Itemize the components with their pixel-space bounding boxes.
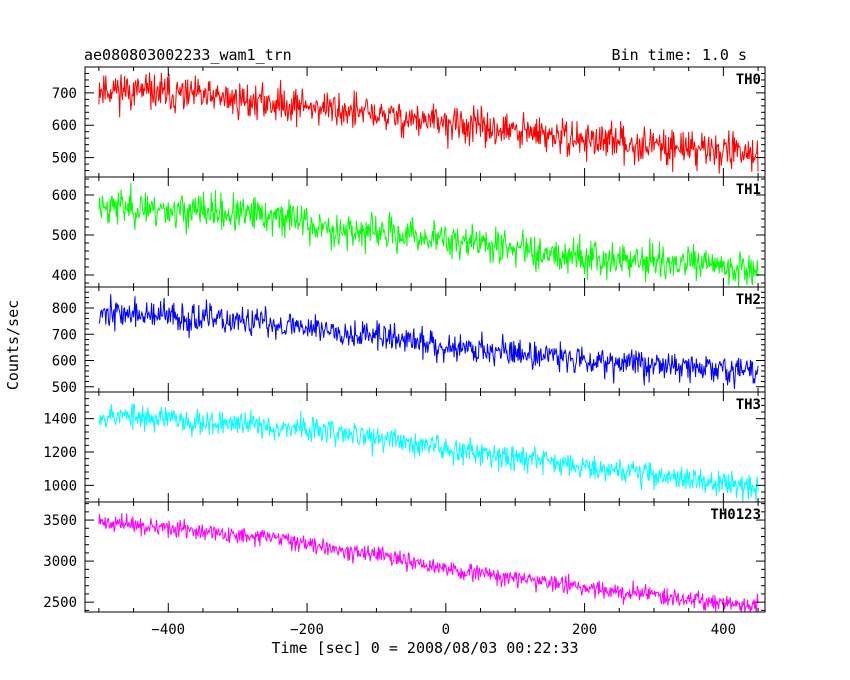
y-tick-label: 500 bbox=[52, 228, 77, 244]
panel-frame bbox=[84, 501, 766, 613]
series-th3-line bbox=[98, 403, 759, 502]
x-tick-label: −400 bbox=[151, 622, 185, 638]
y-tick-label: 700 bbox=[52, 86, 77, 102]
y-tick-label: 700 bbox=[52, 327, 77, 343]
panel-frame bbox=[84, 286, 766, 393]
x-axis-label: Time [sec] 0 = 2008/08/03 00:22:33 bbox=[271, 639, 578, 657]
panel-label-th1: TH1 bbox=[736, 182, 761, 198]
y-tick-label: 1200 bbox=[43, 445, 77, 461]
x-tick-label: 0 bbox=[442, 622, 450, 638]
y-tick-label: 500 bbox=[52, 380, 77, 396]
y-tick-label: 800 bbox=[52, 301, 77, 317]
x-tick-label: 200 bbox=[572, 622, 597, 638]
y-tick-label: 600 bbox=[52, 354, 77, 370]
y-axis-label: Counts/sec bbox=[4, 300, 22, 390]
panel-th0123: 2500 3000 3500 TH0123 bbox=[43, 501, 766, 613]
x-tick-label: −200 bbox=[290, 622, 324, 638]
panel-th2: 500 600 700 800 TH2 bbox=[52, 286, 766, 396]
y-tick-label: 2500 bbox=[43, 595, 77, 611]
y-tick-label: 3000 bbox=[43, 554, 77, 570]
series-th1-line bbox=[98, 182, 759, 287]
panel-th1: 400 500 600 TH1 bbox=[52, 176, 766, 288]
panel-label-th0123: TH0123 bbox=[710, 507, 761, 523]
y-tick-label: 500 bbox=[52, 151, 77, 167]
y-tick-label: 600 bbox=[52, 188, 77, 204]
y-tick-label: 3500 bbox=[43, 513, 77, 529]
x-axis: −400 −200 0 200 400 bbox=[151, 622, 736, 638]
panel-th3: 1000 1200 1400 TH3 bbox=[43, 391, 766, 503]
y-tick-label: 1000 bbox=[43, 478, 77, 494]
bin-time-label: Bin time: 1.0 s bbox=[611, 46, 747, 64]
panel-th0: 500 600 700 TH0 bbox=[52, 66, 766, 178]
series-th2-line bbox=[98, 294, 759, 390]
panel-label-th2: TH2 bbox=[736, 292, 761, 308]
panel-label-th3: TH3 bbox=[736, 397, 761, 413]
series-th0-line bbox=[98, 72, 759, 174]
y-tick-label: 1400 bbox=[43, 412, 77, 428]
panels-group: 500 600 700 TH0 400 500 600 TH1 500 600 700 800 TH2 1… bbox=[43, 66, 766, 613]
panel-label-th0: TH0 bbox=[736, 72, 761, 88]
x-tick-label: 400 bbox=[711, 622, 736, 638]
y-tick-label: 600 bbox=[52, 118, 77, 134]
y-tick-label: 400 bbox=[52, 268, 77, 284]
chart-title: ae080803002233_wam1_trn bbox=[84, 46, 292, 64]
series-th0123-line bbox=[98, 513, 759, 612]
